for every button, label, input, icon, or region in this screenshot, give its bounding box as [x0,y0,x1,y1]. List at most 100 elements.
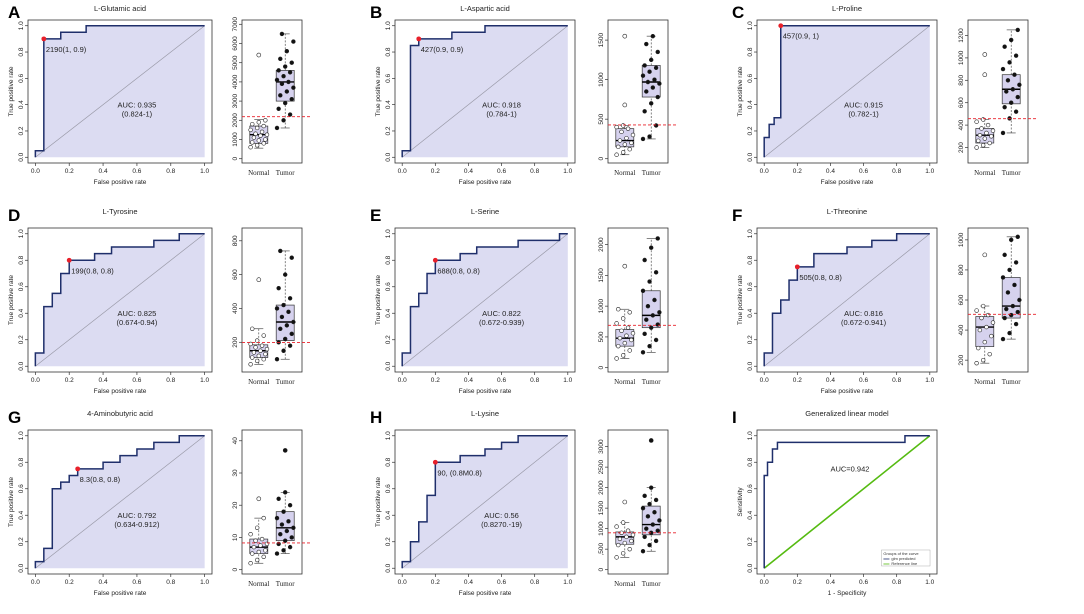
data-point [650,522,656,527]
data-point [286,79,291,85]
data-point [283,64,288,69]
x-tick-label: 0.0 [760,168,769,175]
data-point [281,302,286,308]
data-point [616,307,621,312]
y-tick-label: 0.6 [18,484,25,493]
y-tick-label: 800 [958,264,965,275]
x-tick-label: 0.6 [132,168,141,175]
data-point [616,542,621,548]
data-point [625,325,631,330]
data-point [291,525,296,530]
auc-ci-label: (0.8270.-19) [481,520,522,529]
data-point [250,355,255,360]
y-tick-label: 0.8 [18,47,25,56]
y-tick-label: 400 [232,303,239,314]
cut-point [432,257,438,263]
x-tick-label: 0.6 [497,168,506,175]
y-axis-label: Sensitivity [737,487,744,517]
data-point [287,343,293,348]
plot-frame [394,429,576,575]
data-point [644,41,649,47]
reference-line [35,435,205,569]
data-point [987,140,992,146]
data-point [1002,315,1007,321]
data-point [1015,94,1020,100]
data-point [279,314,285,320]
data-point [989,333,994,339]
data-point [657,518,662,523]
data-point [620,353,626,358]
panel-F: F L-Threonine 0.0 0.2 0.4 0.6 0.8 1.0 0.0 0.2 0.4 0… [732,206,1036,395]
x-axis-label: False positive rate [94,590,147,597]
x-tick-label: 0.8 [530,579,539,586]
y-tick-label: 1.0 [747,431,754,440]
y-axis-label: True positive rate [8,477,15,527]
x-tick-label: 0.0 [398,168,407,175]
data-point [655,94,660,100]
panel-E: E L-Serine 0.0 0.2 0.4 0.6 0.8 1.0 0.0 0.2 0.4 0.6 0… [370,206,676,395]
box-frame [241,429,303,575]
cut-point-label: 427(0.9, 0.9) [421,45,464,54]
y-tick-label: 30 [232,469,239,477]
y-tick-label: 1500 [598,268,605,283]
data-point [261,515,266,521]
group-label: Tumor [276,378,295,386]
x-tick-label: 0.0 [31,377,40,384]
data-point [291,319,296,325]
outlier-point [648,438,654,443]
y-tick-label: 1000 [958,232,965,247]
group-tumor: Tumor [274,31,296,177]
x-tick-label: 1.0 [563,377,572,384]
chart-title: Generalized linear model [805,409,889,418]
data-point [248,561,253,566]
y-tick-label: 0.6 [747,484,754,493]
data-point [655,322,660,327]
data-point [1008,237,1014,243]
x-axis-label: 1 - Specificity [828,590,867,597]
cut-point-label: 457(0.9, 1) [783,32,820,41]
data-point [289,331,294,337]
boxplot: 0 500 1000 1500 Normal Tumor [598,19,676,177]
data-point [974,360,979,366]
data-point [276,68,281,73]
panel-label: B [370,3,382,22]
y-tick-label: 200 [232,336,239,347]
data-point [278,93,283,98]
auc-label: AUC: 0.56 [484,511,519,520]
x-tick-label: 0.0 [760,579,769,586]
y-tick-label: 1000 [598,521,605,536]
y-tick-label: 1.0 [18,229,25,238]
data-point [617,138,623,143]
y-axis-label: True positive rate [737,66,744,116]
data-point [1002,44,1007,49]
plot-frame [27,19,213,164]
data-point [276,496,281,501]
data-point [640,350,646,355]
data-point [980,117,986,122]
y-tick-label: 0.0 [385,563,392,572]
y-tick-label: 0.2 [385,335,392,344]
data-point [250,121,255,127]
x-tick-label: 1.0 [925,377,934,384]
reference-line [35,25,205,158]
data-point [284,89,290,94]
data-point [622,340,627,346]
data-point [624,534,629,540]
chart-title: L-Tyrosine [102,207,137,216]
data-point [655,49,660,55]
box-frame [967,19,1029,164]
data-point [647,279,652,284]
group-label: Normal [614,169,635,177]
box-iqr [975,316,995,347]
auc-label: AUC: 0.822 [482,309,521,318]
data-point [248,127,253,133]
data-point [287,503,293,508]
plot-frame [756,429,938,575]
group-label: Normal [248,378,269,386]
y-tick-label: 600 [958,97,965,108]
y-tick-label: 0.8 [747,255,754,264]
y-tick-label: 0.4 [747,100,754,109]
data-point [276,285,281,291]
data-point [989,134,994,139]
